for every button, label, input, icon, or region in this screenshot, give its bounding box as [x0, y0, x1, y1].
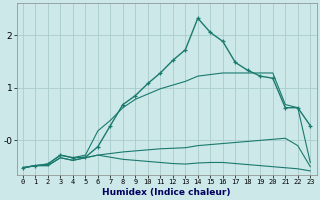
X-axis label: Humidex (Indice chaleur): Humidex (Indice chaleur) [102, 188, 231, 197]
